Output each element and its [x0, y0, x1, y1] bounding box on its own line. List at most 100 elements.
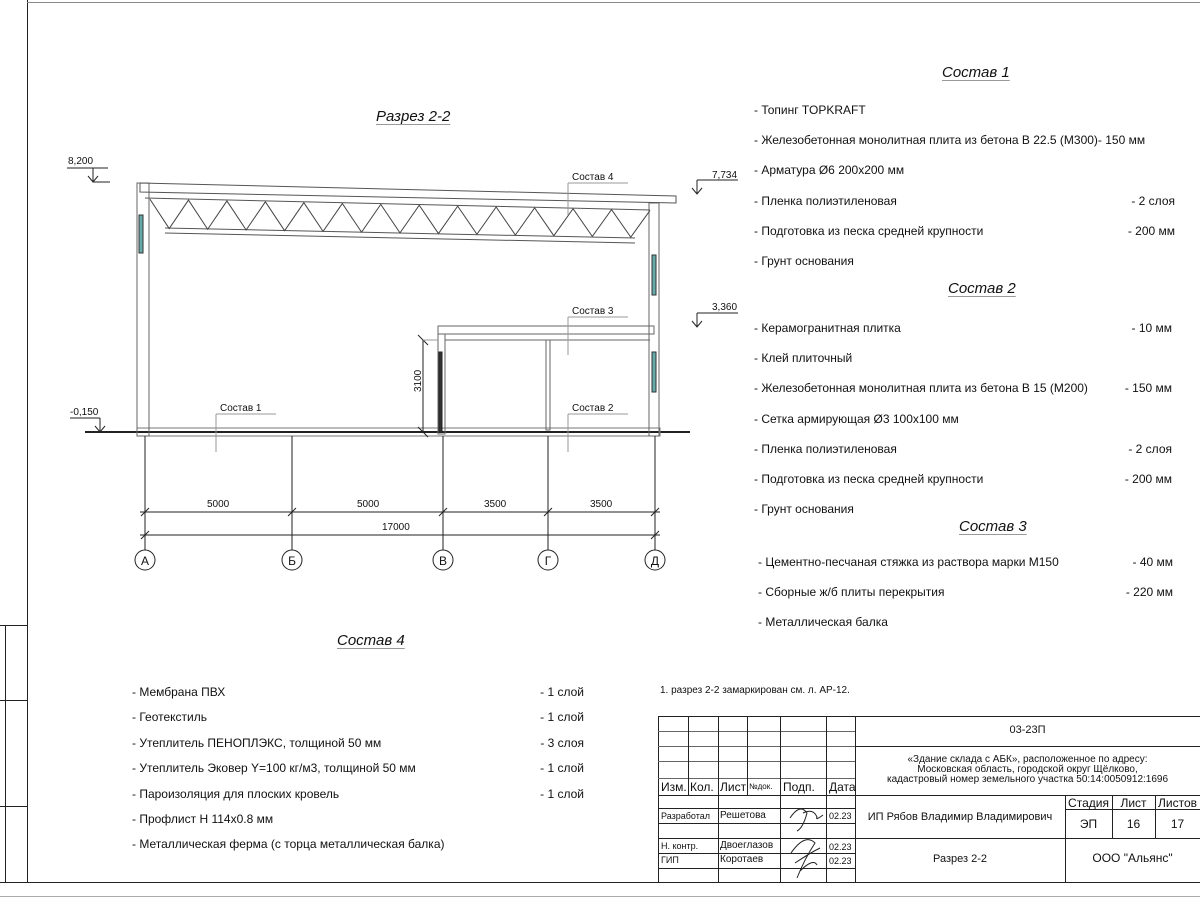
- callout-2: Состав 2: [572, 403, 614, 414]
- dim-tick: [650, 530, 660, 540]
- header-ndok: №док.: [749, 782, 773, 791]
- signature-icon: [789, 808, 824, 879]
- composition-2-item-value: - 200 мм: [1124, 472, 1172, 486]
- dim-tick: [543, 507, 553, 517]
- composition-2-item-value: - 150 мм: [1124, 381, 1172, 396]
- composition-1-item-value: - 200 мм: [1127, 223, 1175, 238]
- dim-tick: [438, 507, 448, 517]
- roof-deck: [139, 182, 677, 204]
- composition-3-item-value: - 40 мм: [1132, 555, 1173, 569]
- axis-bubble: [432, 549, 454, 571]
- dim-tick: [650, 507, 660, 517]
- composition-4-item-value: - 3 слоя: [540, 735, 584, 750]
- axis-label-a: А: [141, 554, 149, 568]
- project-code: 03-23П: [1009, 724, 1046, 736]
- header-list: Лист: [720, 780, 747, 794]
- sheets-label: Листов: [1158, 796, 1197, 810]
- height-dim-label: 3100: [413, 369, 424, 392]
- title-block-row-line: [658, 823, 855, 824]
- composition-3-item: - Цементно-песчаная стяжка из раствора м…: [758, 555, 1059, 569]
- composition-4-item: - Профлист Н 114х0.8 мм: [132, 812, 274, 826]
- mezzanine-slab: [437, 325, 655, 335]
- composition-4-item-value: - 1 слой: [540, 710, 584, 725]
- title-block-col-line: [718, 716, 719, 882]
- level-roof-right: 7,734: [712, 170, 737, 181]
- stamp-strip-h2: [0, 700, 27, 701]
- door-axis-v: [438, 351, 443, 433]
- composition-4-item: - Металлическая ферма (с торца металличе…: [132, 837, 445, 852]
- composition-2-title: Состав 2: [948, 280, 1016, 297]
- role-1: Разработал: [661, 811, 710, 821]
- column-axis-g: [545, 339, 551, 431]
- role-2: Н. контр.: [661, 841, 699, 851]
- name-2: Двоеглазов: [720, 840, 774, 851]
- note: 1. разрез 2-2 замаркирован см. л. АР-12.: [660, 685, 850, 696]
- level-mezzanine: 3,360: [712, 302, 737, 313]
- sheets-value: 17: [1170, 817, 1185, 831]
- wall-axis-v: [437, 333, 446, 435]
- title-block-row-line: [658, 778, 855, 779]
- level-mark-ground: [70, 417, 106, 433]
- sheet-label: Лист: [1120, 796, 1147, 810]
- composition-4-item: - Утеплитель ПЕНОПЛЭКС, толщиной 50 мм: [132, 735, 382, 750]
- window-right-bottom: [651, 351, 657, 393]
- name-3: Коротаев: [720, 854, 764, 865]
- level-ground: -0,150: [70, 407, 99, 418]
- stage-value: ЭП: [1079, 817, 1098, 831]
- title-block-col-line: [780, 716, 781, 882]
- address-line-3: кадастровый номер земельного участка 50:…: [886, 774, 1169, 785]
- title-block-col-line: [747, 716, 748, 795]
- axis-bubble: [281, 549, 303, 571]
- composition-2-item: - Грунт основания: [754, 502, 854, 517]
- date-3: 02.23: [829, 856, 852, 866]
- span-dim-2: 5000: [357, 499, 380, 510]
- composition-4-title: Состав 4: [337, 632, 405, 649]
- composition-4-item: - Мембрана ПВХ: [132, 685, 226, 699]
- sheet-value: 16: [1126, 817, 1141, 831]
- composition-1-item: - Подготовка из песка средней крупности: [754, 223, 984, 238]
- title-block-row-line: [658, 761, 855, 762]
- composition-1-item: - Арматура Ø6 200х200 мм: [754, 163, 905, 178]
- date-2: 02.23: [829, 842, 852, 852]
- composition-2-item: - Керамогранитная плитка: [754, 321, 901, 335]
- composition-1-title: Состав 1: [942, 64, 1010, 81]
- date-1: 02.23: [829, 811, 852, 821]
- header-podp: Подп.: [783, 780, 815, 794]
- roof-truss-web: [149, 198, 651, 239]
- author: ИП Рябов Владимир Владимирович: [867, 811, 1053, 823]
- composition-4-item: - Пароизоляция для плоских кровель: [132, 786, 340, 801]
- composition-3-item: - Металлическая балка: [758, 615, 888, 630]
- dim-tick: [287, 507, 297, 517]
- level-top: 8,200: [68, 156, 93, 167]
- composition-2-item-value: - 10 мм: [1131, 321, 1172, 335]
- composition-2-item: - Железобетонная монолитная плита из бет…: [754, 381, 1088, 396]
- window-left: [138, 214, 144, 254]
- title-block-col-line: [826, 716, 827, 882]
- composition-2-item: - Клей плиточный: [754, 351, 853, 366]
- stamp-strip-h3: [0, 806, 27, 807]
- composition-2-item: - Сетка армирующая Ø3 100х100 мм: [754, 411, 959, 426]
- composition-1-item: - Пленка полиэтиленовая: [754, 193, 897, 208]
- composition-4-item: - Утеплитель Эковер Y=100 кг/м3, толщино…: [132, 761, 416, 776]
- section-title: Разрез 2-2: [376, 108, 451, 125]
- axis-label-d: Д: [651, 554, 659, 568]
- composition-1-item-value: - 2 слоя: [1131, 193, 1175, 208]
- level-mark-top: [67, 167, 110, 183]
- title-block-row-line: [658, 808, 855, 809]
- title-block-row-line: [658, 853, 855, 854]
- composition-1-item: - Топинг TOPKRAFT: [754, 103, 866, 117]
- frame-bottom: [0, 882, 1200, 883]
- composition-1-item: - Железобетонная монолитная плита из бет…: [754, 133, 1146, 148]
- callout-3: Состав 3: [572, 306, 614, 317]
- stage-label: Стадия: [1068, 796, 1109, 810]
- composition-2-item: - Пленка полиэтиленовая: [754, 441, 897, 456]
- sheet-title: Разрез 2-2: [932, 853, 987, 865]
- axis-label-v: В: [439, 554, 447, 568]
- stamp-strip-h1: [0, 625, 27, 626]
- composition-4-item-value: - 1 слой: [540, 685, 584, 699]
- level-mark-mezzanine: [691, 312, 738, 328]
- composition-3-item-value: - 220 мм: [1125, 585, 1173, 600]
- title-block-col-line: [688, 716, 689, 795]
- header-kol: Кол.: [690, 780, 714, 794]
